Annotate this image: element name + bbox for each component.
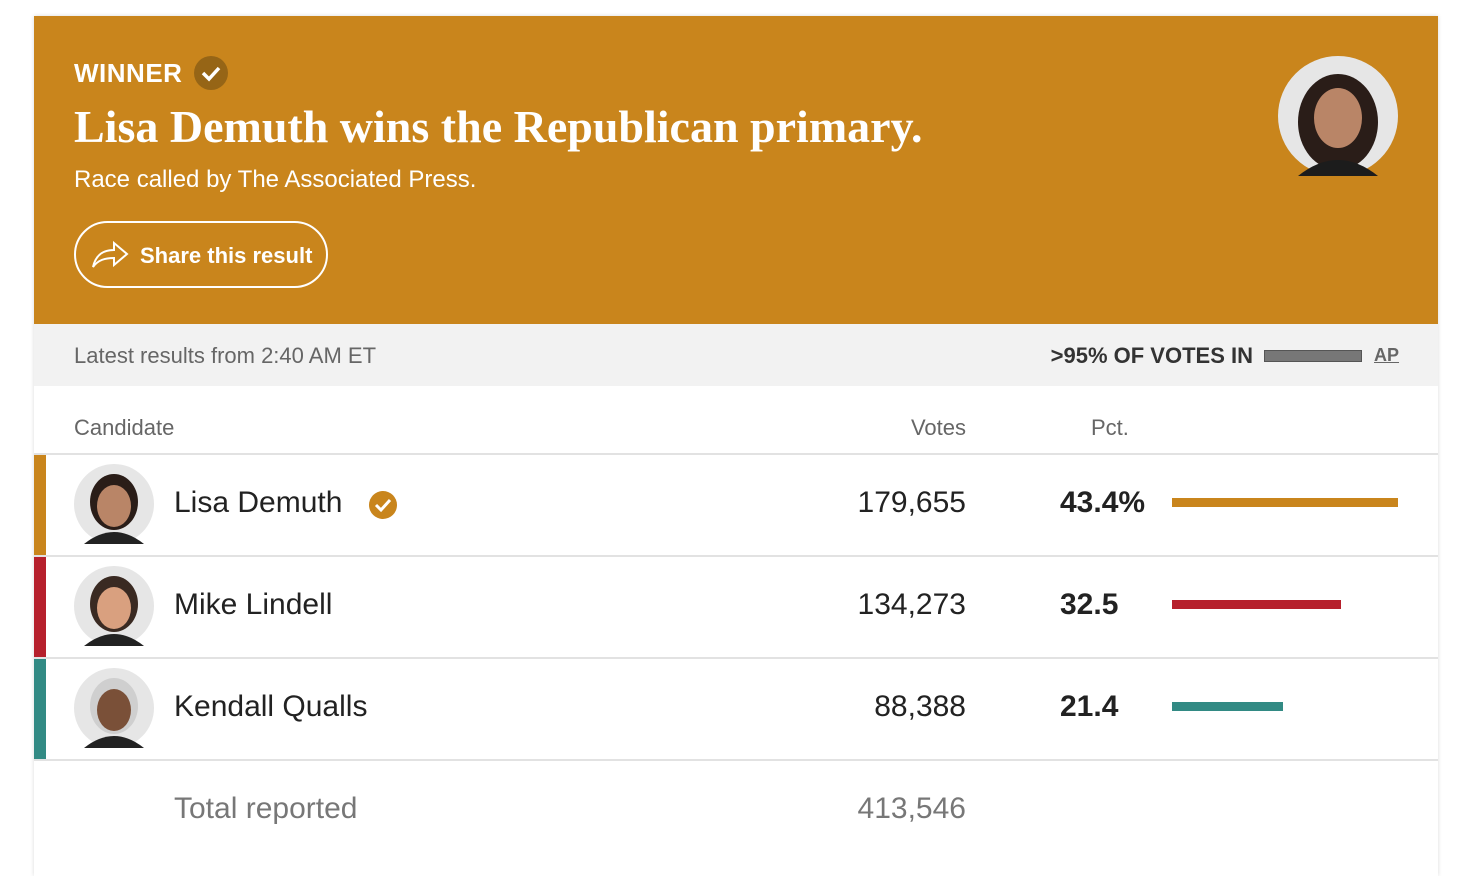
candidate-row: Mike Lindell 134,273 32.5 xyxy=(34,555,1438,657)
reporting-text: >95% OF VOTES IN xyxy=(1050,343,1253,368)
total-row: Total reported 413,546 xyxy=(34,759,1438,861)
share-button[interactable]: Share this result xyxy=(74,221,328,288)
candidate-name: Lisa Demuth xyxy=(174,486,343,519)
candidate-row: Lisa Demuth 179,655 43.4% xyxy=(34,453,1438,555)
pct-bar xyxy=(1172,498,1398,507)
subtitle: Race called by The Associated Press. xyxy=(74,166,477,193)
results-card: WINNER Lisa Demuth wins the Republican p… xyxy=(34,16,1438,876)
status-bar: Latest results from 2:40 AM ET >95% OF V… xyxy=(34,324,1438,386)
candidate-photo xyxy=(74,668,154,748)
check-icon xyxy=(194,56,228,90)
winner-photo xyxy=(1278,56,1398,176)
party-stripe xyxy=(34,557,46,657)
candidate-photo xyxy=(74,464,154,544)
party-stripe xyxy=(34,455,46,555)
column-header: Pct. xyxy=(1091,415,1129,440)
vote-count: 134,273 xyxy=(857,588,966,621)
candidate-row: Kendall Qualls 88,388 21.4 xyxy=(34,657,1438,759)
page: WINNER Lisa Demuth wins the Republican p… xyxy=(34,16,1438,825)
share-icon xyxy=(92,240,129,268)
winner-check xyxy=(369,491,397,519)
vote-pct: 32.5 xyxy=(1060,588,1119,621)
total-label: Total reported xyxy=(174,792,358,825)
candidate-photo xyxy=(74,566,154,646)
updated-time: Latest results from 2:40 AM ET xyxy=(74,343,377,368)
candidate-name: Mike Lindell xyxy=(174,588,333,621)
winner-label: WINNER xyxy=(74,58,183,88)
vote-pct: 43.4% xyxy=(1060,486,1146,519)
headline: Lisa Demuth wins the Republican primary. xyxy=(74,101,923,152)
source-link[interactable]: AP xyxy=(1374,345,1400,365)
party-stripe xyxy=(34,659,46,759)
vote-count: 88,388 xyxy=(874,690,966,723)
total-votes: 413,546 xyxy=(857,792,966,825)
vote-count: 179,655 xyxy=(857,486,966,519)
column-header: Candidate xyxy=(74,415,175,440)
share-text[interactable]: Share this result xyxy=(140,243,313,268)
candidate-name: Kendall Qualls xyxy=(174,690,368,723)
column-header: Votes xyxy=(910,415,966,440)
reporting-meter xyxy=(1264,350,1362,362)
pct-bar xyxy=(1172,600,1342,609)
winner-banner: WINNER Lisa Demuth wins the Republican p… xyxy=(34,16,1438,324)
vote-pct: 21.4 xyxy=(1060,690,1119,723)
pct-bar xyxy=(1172,702,1284,711)
